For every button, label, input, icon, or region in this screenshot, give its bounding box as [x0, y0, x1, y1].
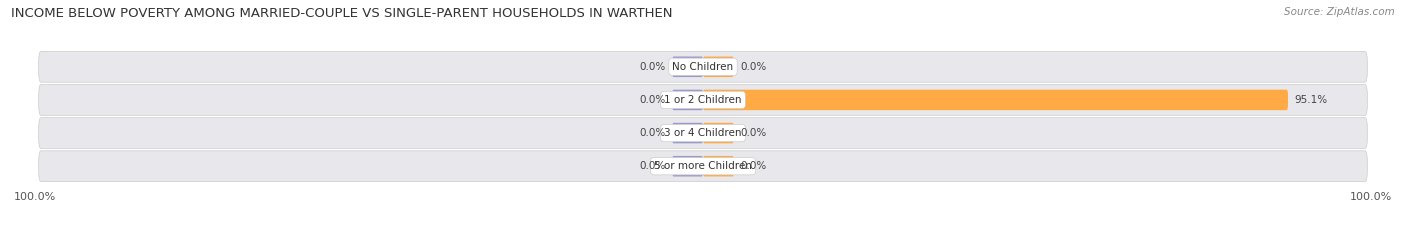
Text: 100.0%: 100.0%	[14, 192, 56, 202]
Text: 100.0%: 100.0%	[1350, 192, 1392, 202]
FancyBboxPatch shape	[38, 118, 1367, 148]
FancyBboxPatch shape	[672, 90, 703, 110]
FancyBboxPatch shape	[672, 57, 703, 77]
Text: 0.0%: 0.0%	[640, 62, 666, 72]
Text: 0.0%: 0.0%	[740, 128, 766, 138]
FancyBboxPatch shape	[672, 123, 703, 143]
Text: Source: ZipAtlas.com: Source: ZipAtlas.com	[1284, 7, 1395, 17]
Text: 0.0%: 0.0%	[640, 128, 666, 138]
FancyBboxPatch shape	[703, 123, 734, 143]
Text: 0.0%: 0.0%	[740, 62, 766, 72]
Text: INCOME BELOW POVERTY AMONG MARRIED-COUPLE VS SINGLE-PARENT HOUSEHOLDS IN WARTHEN: INCOME BELOW POVERTY AMONG MARRIED-COUPL…	[11, 7, 672, 20]
FancyBboxPatch shape	[38, 151, 1367, 182]
Text: 95.1%: 95.1%	[1294, 95, 1327, 105]
Text: 1 or 2 Children: 1 or 2 Children	[664, 95, 742, 105]
FancyBboxPatch shape	[672, 156, 703, 176]
Text: 0.0%: 0.0%	[640, 95, 666, 105]
FancyBboxPatch shape	[703, 57, 734, 77]
FancyBboxPatch shape	[38, 85, 1367, 115]
Text: 0.0%: 0.0%	[740, 161, 766, 171]
FancyBboxPatch shape	[38, 51, 1367, 82]
Text: 3 or 4 Children: 3 or 4 Children	[664, 128, 742, 138]
Text: No Children: No Children	[672, 62, 734, 72]
FancyBboxPatch shape	[703, 90, 1288, 110]
Text: 5 or more Children: 5 or more Children	[654, 161, 752, 171]
Text: 0.0%: 0.0%	[640, 161, 666, 171]
FancyBboxPatch shape	[703, 156, 734, 176]
